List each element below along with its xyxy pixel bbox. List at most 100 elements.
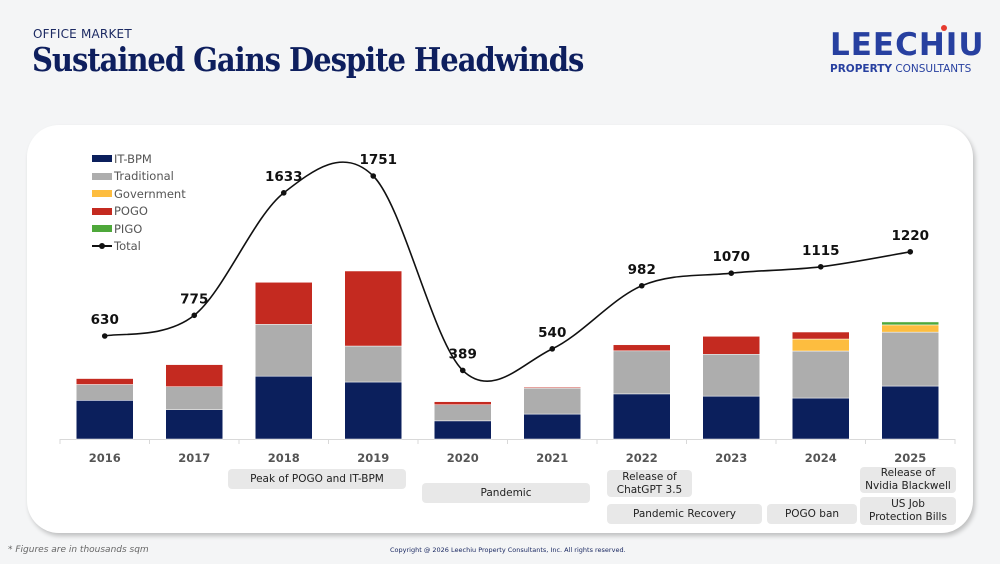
total-data-label: 775 <box>180 291 208 307</box>
legend-item-traditional: Traditional <box>92 168 186 186</box>
bar-segment-traditional-2019 <box>344 345 402 383</box>
bar-segment-traditional-2016 <box>76 384 134 401</box>
total-data-label: 1751 <box>359 152 397 168</box>
legend-label: Government <box>114 186 186 201</box>
bar-segment-pogo-2016 <box>76 378 134 385</box>
bar-segment-traditional-2020 <box>434 404 492 422</box>
bar-segment-it-bpm-2018 <box>255 375 313 440</box>
bar-segment-pogo-2024 <box>792 331 850 340</box>
event-pogo-ban: POGO ban <box>767 504 857 524</box>
total-data-label: 1220 <box>891 228 929 244</box>
total-data-label: 1633 <box>265 169 303 185</box>
legend-label: Total <box>114 239 141 254</box>
legend-line-marker-icon <box>92 243 112 250</box>
x-tick-label: 2025 <box>894 451 926 465</box>
section-kicker: OFFICE MARKET <box>33 27 132 41</box>
bar-segment-pogo-2020 <box>434 401 492 405</box>
bar-segment-traditional-2025 <box>881 331 939 387</box>
legend-item-total: Total <box>92 238 186 256</box>
x-tick-label: 2018 <box>268 451 300 465</box>
bar-segment-it-bpm-2017 <box>165 409 223 440</box>
bar-segment-traditional-2023 <box>702 354 760 397</box>
event-chatgpt-release: Release of ChatGPT 3.5 <box>607 470 692 497</box>
chart-card <box>27 125 973 533</box>
x-tick-labels: 2016 2017 2018 2019 2020 2021 2022 2023 2024 2025 <box>89 451 927 465</box>
x-tick-label: 2024 <box>805 451 837 465</box>
event-peak-pogo-itbpm: Peak of POGO and IT-BPM <box>228 469 406 489</box>
bar-segment-traditional-2024 <box>792 350 850 399</box>
copyright-text: Copyright @ 2026 Leechiu Property Consul… <box>390 546 626 554</box>
total-point-2021 <box>549 346 556 352</box>
total-point-2024 <box>817 263 824 270</box>
bar-segment-it-bpm-2016 <box>76 400 134 440</box>
legend-swatch <box>92 172 112 180</box>
total-point-2025 <box>907 248 914 255</box>
bar-segment-it-bpm-2024 <box>792 397 850 440</box>
logo-name: LEECHIU <box>830 27 985 63</box>
total-point-2017 <box>191 312 198 319</box>
bar-segment-traditional-2017 <box>165 386 223 410</box>
bar-segment-it-bpm-2021 <box>523 413 581 440</box>
bar-segment-it-bpm-2019 <box>344 381 402 440</box>
x-tick-label: 2020 <box>447 451 479 465</box>
logo-dot-icon <box>941 25 947 31</box>
x-tick-label: 2019 <box>357 451 389 465</box>
event-us-job-protection: US Job Protection Bills <box>860 497 956 525</box>
event-nvidia-blackwell: Release of Nvidia Blackwell <box>860 467 956 493</box>
legend-item-pigo: PIGO <box>92 220 186 238</box>
logo-sub-regular: CONSULTANTS <box>895 63 972 75</box>
bar-segment-it-bpm-2023 <box>702 395 760 440</box>
total-point-2016 <box>101 333 108 339</box>
bar-segment-pogo-2018 <box>255 282 313 325</box>
bar-segment-traditional-2022 <box>613 350 671 395</box>
legend-item-government: Government <box>92 185 186 203</box>
bar-segment-it-bpm-2025 <box>881 385 939 440</box>
bar-segment-pogo-2023 <box>702 336 760 355</box>
x-tick-label: 2022 <box>626 451 658 465</box>
legend-label: POGO <box>114 204 148 219</box>
legend-label: Traditional <box>114 169 174 184</box>
total-point-2023 <box>728 270 735 276</box>
bar-segment-pogo-2017 <box>165 364 223 387</box>
x-tick-label: 2023 <box>715 451 747 465</box>
chart-legend: IT-BPM Traditional Government POGO PIGO … <box>92 150 186 255</box>
legend-swatch <box>92 225 112 233</box>
legend-swatch <box>92 190 112 198</box>
event-pandemic-recovery: Pandemic Recovery <box>607 504 762 524</box>
bar-segment-government-2024 <box>792 338 850 352</box>
total-data-label: 982 <box>628 262 656 278</box>
total-point-2022 <box>638 282 645 289</box>
total-line <box>104 161 911 382</box>
total-data-label: 389 <box>449 346 477 362</box>
total-point-2020 <box>459 367 466 374</box>
total-data-label: 540 <box>538 325 566 341</box>
units-footnote: * Figures are in thousands sqm <box>8 545 149 555</box>
legend-swatch <box>92 207 112 215</box>
legend-label: IT-BPM <box>114 151 152 166</box>
bars-group <box>76 270 939 440</box>
bar-segment-government-2025 <box>881 324 939 333</box>
bar-segment-traditional-2021 <box>523 387 581 415</box>
total-line-group: 630 775 1633 1751 389 540 982 1070 1115 1220 <box>91 152 929 382</box>
x-axis <box>59 439 956 444</box>
total-point-2018 <box>280 190 287 196</box>
logo-wordmark: LEECHIU <box>830 25 984 62</box>
logo-sub-bold: PROPERTY <box>830 63 892 75</box>
bar-segment-pogo-2022 <box>613 344 671 352</box>
event-pandemic: Pandemic <box>422 483 590 503</box>
logo-subtitle: PROPERTY CONSULTANTS <box>830 63 975 75</box>
legend-swatch <box>92 155 112 163</box>
company-logo: LEECHIU PROPERTY CONSULTANTS <box>830 25 984 75</box>
bar-segment-it-bpm-2022 <box>613 393 671 440</box>
bar-segment-it-bpm-2020 <box>434 420 492 440</box>
x-tick-label: 2017 <box>178 451 210 465</box>
x-tick-label: 2021 <box>536 451 568 465</box>
legend-item-pogo: POGO <box>92 203 186 221</box>
x-tick-label: 2016 <box>89 451 121 465</box>
bar-segment-pigo-2025 <box>881 321 939 326</box>
total-data-label: 1115 <box>802 243 840 259</box>
bar-segment-pogo-2021 <box>523 386 581 389</box>
bar-segment-pogo-2019 <box>344 270 402 347</box>
total-point-2019 <box>370 173 377 179</box>
